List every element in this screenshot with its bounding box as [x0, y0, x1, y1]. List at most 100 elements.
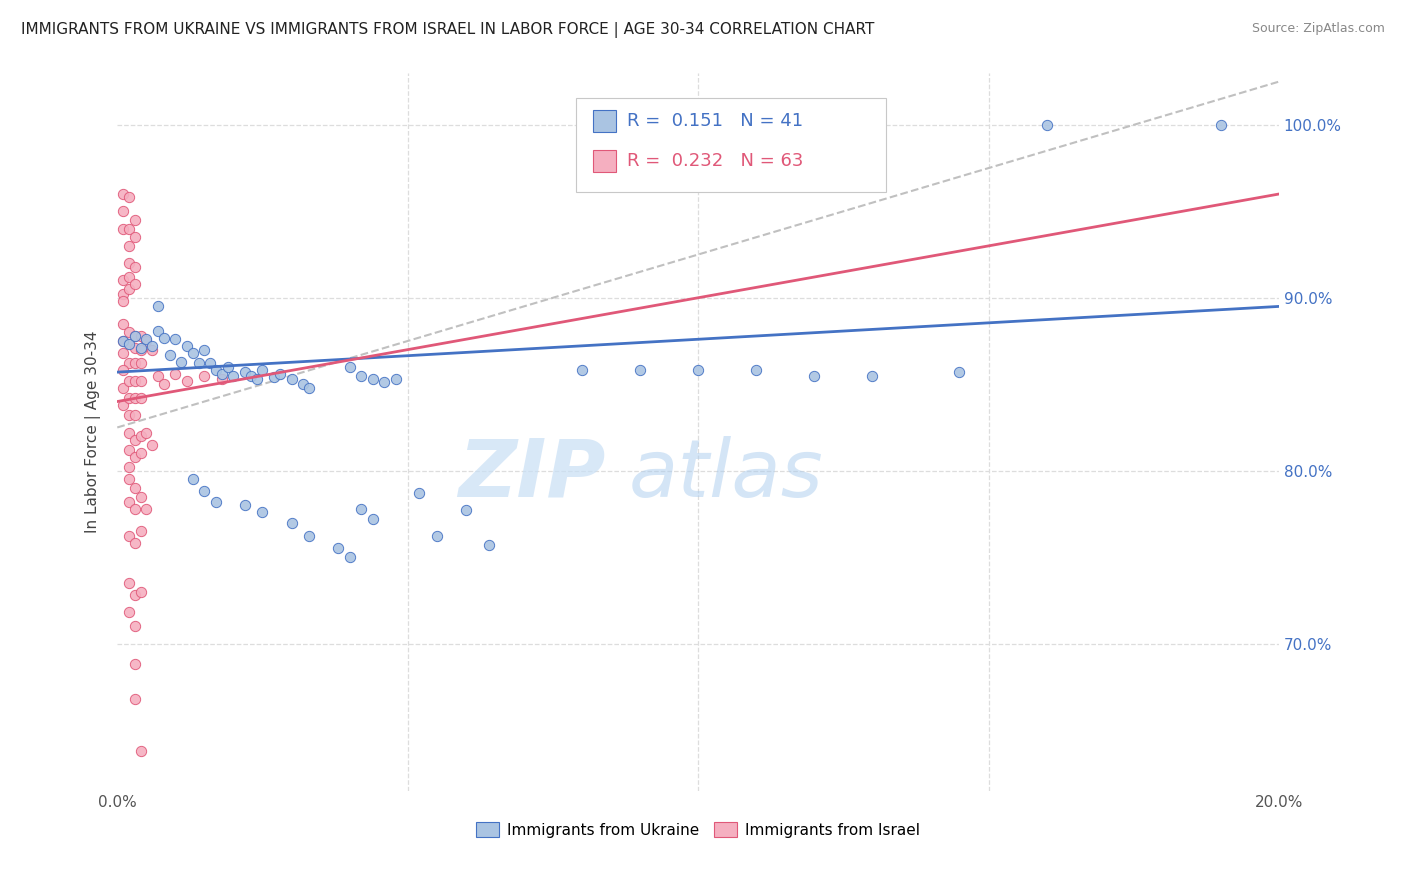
Point: [112, 294, 135, 309]
Point: [233, 365, 256, 379]
Point: [118, 495, 141, 509]
Point: [152, 377, 174, 392]
Point: [118, 391, 141, 405]
Point: [373, 376, 395, 390]
Point: [135, 425, 157, 440]
Point: [350, 501, 373, 516]
Point: [205, 363, 228, 377]
Point: [118, 442, 141, 457]
Point: [478, 538, 501, 552]
Point: [124, 692, 146, 706]
Point: [124, 213, 146, 227]
Point: [135, 501, 157, 516]
Point: [118, 239, 141, 253]
Point: [571, 363, 593, 377]
Text: R =  0.232   N = 63: R = 0.232 N = 63: [627, 152, 803, 170]
Point: [124, 277, 146, 291]
Point: [124, 341, 146, 355]
Point: [159, 348, 181, 362]
Point: [252, 505, 274, 519]
Point: [129, 584, 152, 599]
Point: [118, 282, 141, 296]
Point: [118, 409, 141, 423]
Point: [124, 328, 146, 343]
Point: [118, 190, 141, 204]
Point: [129, 524, 152, 539]
Point: [124, 230, 146, 244]
Point: [129, 391, 152, 405]
Point: [269, 367, 291, 381]
Point: [350, 368, 373, 383]
Point: [141, 438, 163, 452]
Point: [217, 359, 239, 374]
Point: [948, 365, 970, 379]
Point: [860, 368, 883, 383]
Point: [112, 287, 135, 301]
Point: [454, 503, 477, 517]
Point: [135, 332, 157, 346]
Point: [211, 372, 233, 386]
Point: [1209, 118, 1232, 132]
Point: [193, 484, 215, 499]
Point: [176, 339, 198, 353]
Point: [124, 374, 146, 388]
Point: [146, 300, 169, 314]
Point: [118, 460, 141, 475]
Text: IMMIGRANTS FROM UKRAINE VS IMMIGRANTS FROM ISRAEL IN LABOR FORCE | AGE 30-34 COR: IMMIGRANTS FROM UKRAINE VS IMMIGRANTS FR…: [21, 22, 875, 38]
Point: [124, 588, 146, 602]
Point: [124, 328, 146, 343]
Point: [118, 576, 141, 591]
Point: [193, 343, 215, 357]
Point: [129, 374, 152, 388]
Point: [239, 368, 262, 383]
Point: [118, 606, 141, 620]
Point: [135, 334, 157, 348]
Point: [129, 343, 152, 357]
Point: [129, 744, 152, 758]
Point: [152, 330, 174, 344]
Point: [170, 355, 193, 369]
Point: [124, 501, 146, 516]
Point: [165, 367, 187, 381]
Point: [146, 324, 169, 338]
Point: [246, 372, 269, 386]
Point: [118, 472, 141, 486]
Point: [129, 356, 152, 370]
Point: [298, 529, 321, 543]
Text: Source: ZipAtlas.com: Source: ZipAtlas.com: [1251, 22, 1385, 36]
Point: [628, 363, 651, 377]
Text: R =  0.151   N = 41: R = 0.151 N = 41: [627, 112, 803, 130]
Point: [252, 363, 274, 377]
Point: [118, 425, 141, 440]
Point: [326, 541, 349, 556]
Point: [339, 550, 361, 565]
Point: [361, 512, 384, 526]
Text: atlas: atlas: [628, 436, 823, 514]
Point: [118, 337, 141, 351]
Point: [124, 450, 146, 464]
Point: [112, 221, 135, 235]
Text: ZIP: ZIP: [458, 436, 605, 514]
Point: [141, 343, 163, 357]
Legend: Immigrants from Ukraine, Immigrants from Israel: Immigrants from Ukraine, Immigrants from…: [470, 815, 927, 844]
Point: [222, 368, 245, 383]
Point: [361, 372, 384, 386]
Point: [118, 374, 141, 388]
Point: [124, 260, 146, 274]
Point: [339, 359, 361, 374]
Point: [298, 381, 321, 395]
Point: [1035, 118, 1057, 132]
Point: [118, 270, 141, 285]
Point: [112, 334, 135, 348]
Point: [112, 187, 135, 202]
Point: [263, 370, 285, 384]
Point: [112, 334, 135, 348]
Y-axis label: In Labor Force | Age 30-34: In Labor Force | Age 30-34: [86, 331, 101, 533]
Point: [129, 429, 152, 443]
Point: [124, 536, 146, 550]
Point: [112, 273, 135, 287]
Point: [688, 363, 710, 377]
Point: [112, 398, 135, 412]
Point: [200, 356, 222, 370]
Point: [233, 498, 256, 512]
